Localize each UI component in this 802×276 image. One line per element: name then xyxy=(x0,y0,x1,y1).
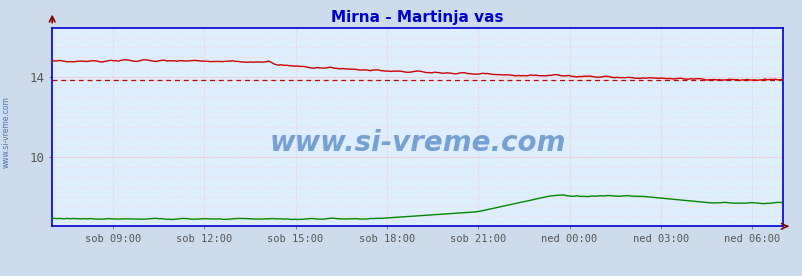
Text: www.si-vreme.com: www.si-vreme.com xyxy=(2,97,11,168)
Text: www.si-vreme.com: www.si-vreme.com xyxy=(269,129,565,157)
Title: Mirna - Martinja vas: Mirna - Martinja vas xyxy=(331,10,503,25)
